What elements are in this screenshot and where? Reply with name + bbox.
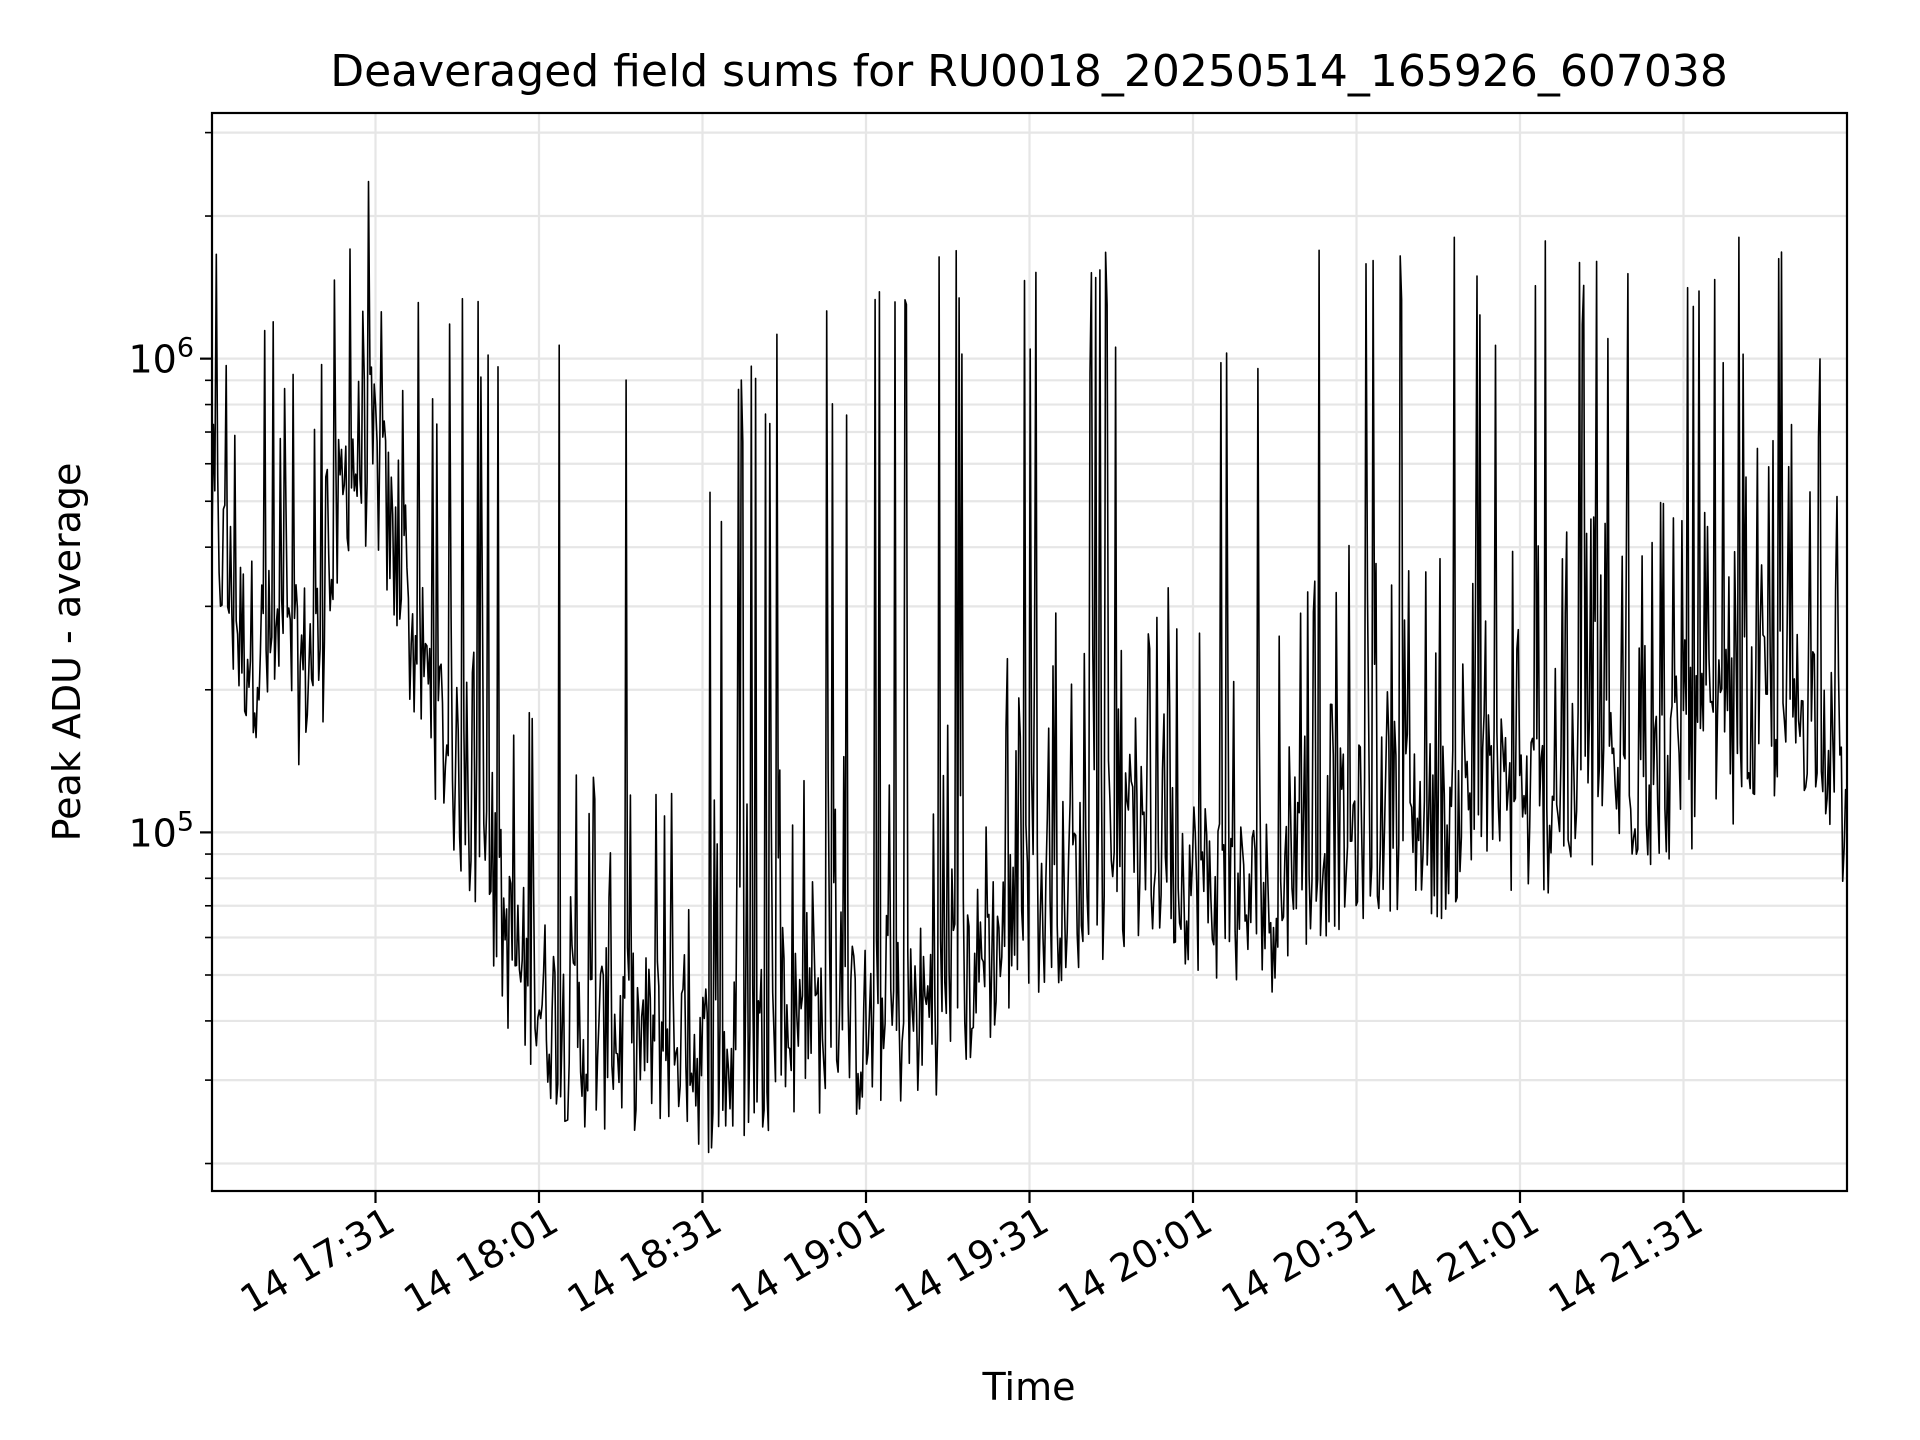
y-axis-label: Peak ADU - average xyxy=(45,463,89,842)
chart-title: Deaveraged field sums for RU0018_2025051… xyxy=(330,46,1728,97)
x-tick-label: 14 19:31 xyxy=(887,1199,1056,1322)
x-tick-label: 14 20:01 xyxy=(1050,1199,1219,1322)
x-axis-label: Time xyxy=(982,1365,1076,1409)
y-tick-label: 106 xyxy=(128,333,194,382)
x-tick-label: 14 17:31 xyxy=(233,1199,402,1322)
x-tick-label: 14 20:31 xyxy=(1214,1199,1383,1322)
series-line xyxy=(212,180,1847,1154)
x-tick-label: 14 18:01 xyxy=(396,1199,565,1322)
x-tick-label: 14 21:31 xyxy=(1541,1199,1710,1322)
y-axis: 105 106 xyxy=(128,131,212,1165)
x-tick-label: 14 21:01 xyxy=(1377,1199,1546,1322)
x-tick-label: 14 18:31 xyxy=(560,1199,729,1322)
x-tick-label: 14 19:01 xyxy=(723,1199,892,1322)
y-tick-label: 105 xyxy=(128,806,194,855)
